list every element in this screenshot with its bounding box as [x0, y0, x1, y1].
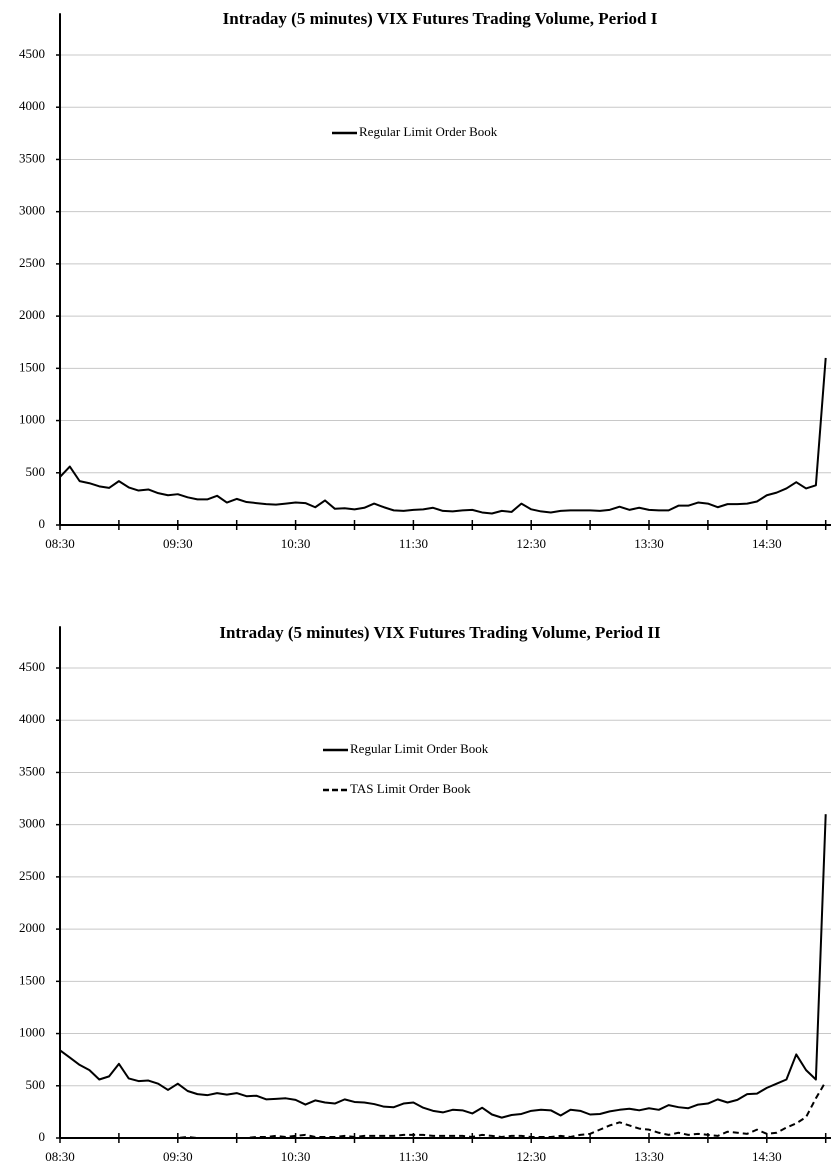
y-tick-label: 1500	[19, 359, 45, 374]
chart-title: Intraday (5 minutes) VIX Futures Trading…	[219, 623, 661, 642]
x-tick-label: 14:30	[752, 1149, 782, 1164]
x-tick-label: 10:30	[281, 536, 311, 551]
x-tick-label: 09:30	[163, 1149, 193, 1164]
x-tick-label: 08:30	[45, 1149, 75, 1164]
x-tick-label: 12:30	[516, 1149, 546, 1164]
x-tick-label: 11:30	[399, 1149, 428, 1164]
x-tick-label: 09:30	[163, 536, 193, 551]
line-series	[59, 814, 827, 1119]
x-tick-label: 11:30	[399, 536, 428, 551]
y-tick-label: 3000	[19, 816, 45, 831]
x-tick-label: 13:30	[634, 536, 664, 551]
y-tick-label: 500	[26, 464, 46, 479]
y-tick-label: 4000	[19, 98, 45, 113]
y-tick-label: 2500	[19, 255, 45, 270]
x-tick-label: 12:30	[516, 536, 546, 551]
line-series	[60, 1081, 827, 1139]
y-tick-label: 0	[39, 516, 46, 531]
x-tick-label: 13:30	[634, 1149, 664, 1164]
y-tick-label: 0	[39, 1129, 46, 1144]
y-tick-label: 4500	[19, 46, 45, 61]
x-tick-label: 08:30	[45, 536, 75, 551]
y-tick-label: 4000	[19, 711, 45, 726]
chart-title: Intraday (5 minutes) VIX Futures Trading…	[223, 9, 658, 28]
y-tick-label: 1500	[19, 972, 45, 987]
y-tick-label: 2500	[19, 868, 45, 883]
y-tick-label: 3000	[19, 203, 45, 218]
legend-label: Regular Limit Order Book	[350, 741, 489, 756]
legend-label: TAS Limit Order Book	[350, 781, 471, 796]
legend-label: Regular Limit Order Book	[359, 124, 498, 139]
y-tick-label: 3500	[19, 763, 45, 778]
line-series	[59, 357, 827, 515]
x-tick-label: 10:30	[281, 1149, 311, 1164]
y-tick-label: 500	[26, 1077, 46, 1092]
y-tick-label: 4500	[19, 659, 45, 674]
y-tick-label: 1000	[19, 412, 45, 427]
x-tick-label: 14:30	[752, 536, 782, 551]
y-tick-label: 3500	[19, 150, 45, 165]
y-tick-label: 2000	[19, 307, 45, 322]
y-tick-label: 2000	[19, 920, 45, 935]
y-tick-label: 1000	[19, 1025, 45, 1040]
